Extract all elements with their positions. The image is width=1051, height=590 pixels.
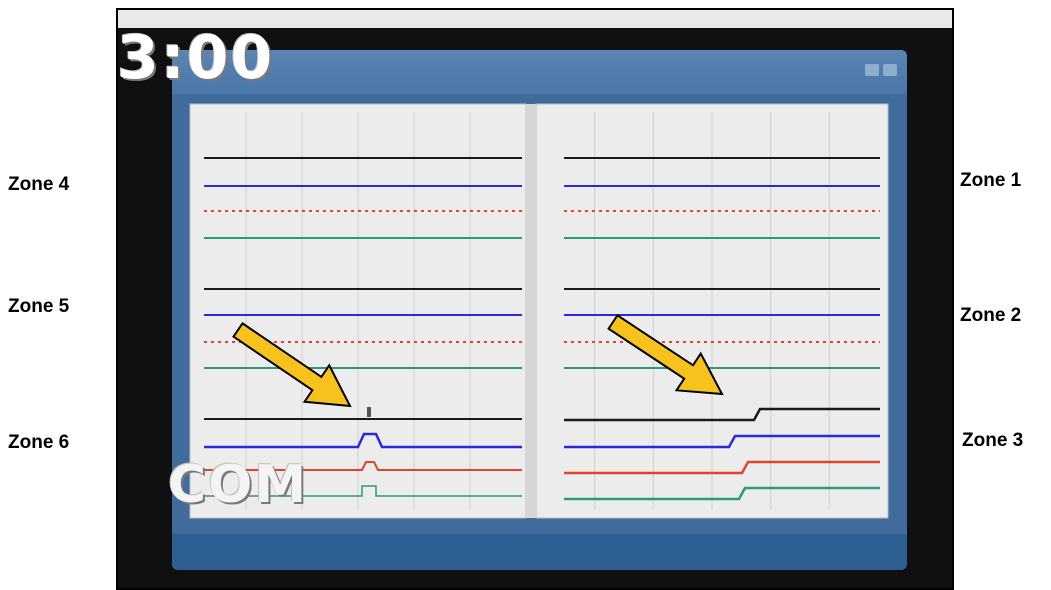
zone-3-arrow-icon: [607, 313, 724, 396]
zone-6-arrow-icon-shape: [232, 321, 352, 408]
zone-6-trace-3: [204, 461, 522, 471]
zone-6-arrow-icon: [232, 321, 352, 408]
close-icon[interactable]: [883, 64, 897, 76]
zone-6-label: Zone 6: [8, 432, 70, 453]
window-titlebar: [172, 50, 907, 94]
zone-4-label: Zone 4: [8, 174, 70, 195]
zone-1-label: Zone 1: [960, 170, 1022, 191]
zone-3-trace-4: [564, 486, 880, 501]
panel-divider: [526, 104, 536, 518]
zone-3-label: Zone 3: [962, 430, 1024, 451]
frame-top-edge: [118, 10, 952, 28]
zone-6-spike: [367, 407, 371, 417]
com-overlay: COM: [168, 455, 309, 515]
zone-3-trace-3: [564, 460, 880, 475]
zone-2-label: Zone 2: [960, 305, 1022, 326]
timer-overlay: 3:00: [117, 23, 275, 93]
zone-6-trace-2: [204, 432, 522, 449]
zone-5-label: Zone 5: [8, 296, 70, 317]
taskbar: [172, 534, 907, 570]
zone-3-arrow-icon-shape: [607, 313, 724, 396]
zone-3-trace-1: [564, 407, 880, 422]
zone-3-trace-2: [564, 434, 880, 449]
minimize-icon[interactable]: [865, 64, 879, 76]
zone-6-trace-4: [204, 485, 522, 497]
